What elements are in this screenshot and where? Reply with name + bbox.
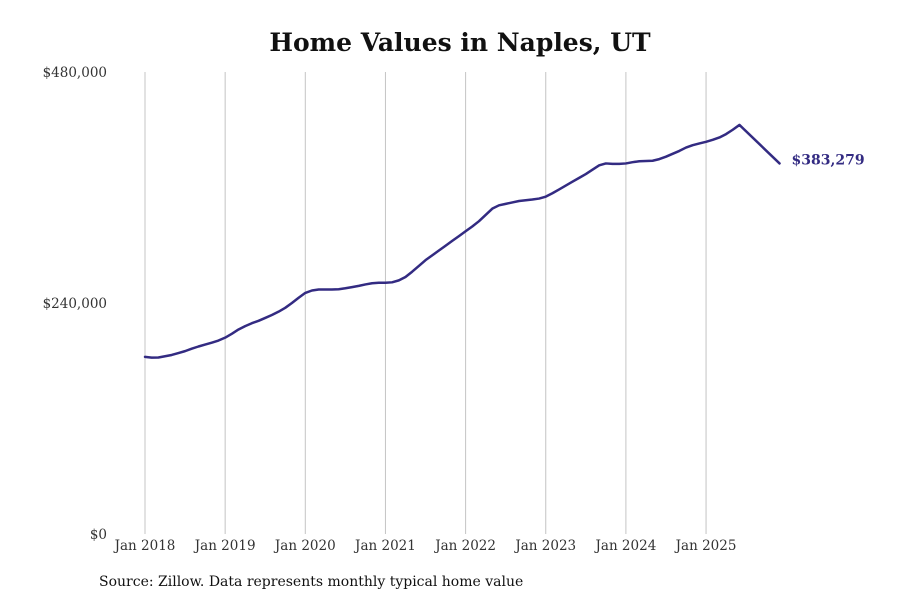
x-tick-label: Jan 2025	[674, 538, 737, 554]
series-line	[143, 123, 781, 359]
x-tick-label: Jan 2020	[273, 538, 336, 554]
series-layer: $383,279	[143, 123, 865, 359]
chart-title: Home Values in Naples, UT	[269, 28, 651, 57]
x-tick-label: Jan 2023	[513, 538, 576, 554]
x-tick-label: Jan 2024	[593, 538, 656, 554]
source-note: Source: Zillow. Data represents monthly …	[99, 574, 524, 590]
x-tick-label: Jan 2022	[433, 538, 496, 554]
y-tick-label: $0	[90, 527, 107, 543]
x-tick-label: Jan 2018	[113, 538, 176, 554]
y-tick-label: $240,000	[43, 296, 107, 312]
x-tick-label: Jan 2021	[353, 538, 416, 554]
end-value-label: $383,279	[792, 152, 865, 168]
y-axis-ticks: $0 $240,000 $480,000	[43, 65, 107, 543]
y-tick-label: $480,000	[43, 65, 107, 81]
x-tick-label: Jan 2019	[193, 538, 256, 554]
x-axis-ticks: Jan 2018 Jan 2019 Jan 2020 Jan 2021 Jan 2022…	[113, 538, 737, 554]
grid-layer	[144, 72, 707, 534]
